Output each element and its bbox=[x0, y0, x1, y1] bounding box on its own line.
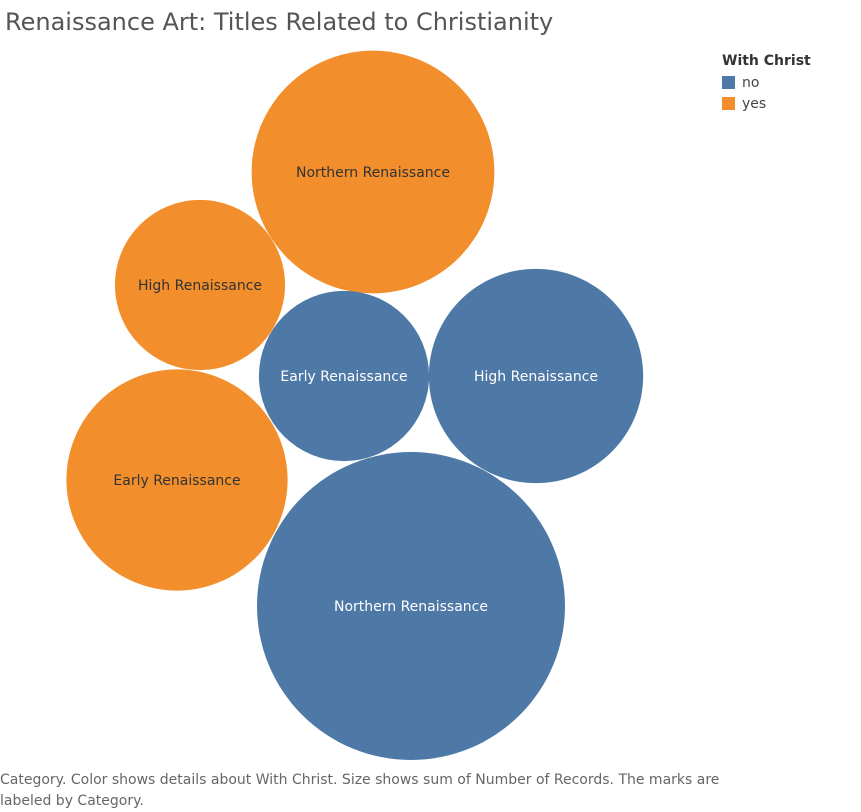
bubble-early-renaissance-no[interactable] bbox=[258, 290, 430, 462]
legend-item-no[interactable]: no bbox=[722, 72, 811, 93]
chart-caption: Category. Color shows details about With… bbox=[0, 772, 720, 809]
bubble-high-renaissance-no[interactable] bbox=[428, 268, 644, 484]
bubble-label-high-renaissance-yes: High Renaissance bbox=[138, 278, 262, 294]
bubble-early-renaissance-yes[interactable] bbox=[66, 369, 288, 591]
bubble-label-high-renaissance-no: High Renaissance bbox=[474, 369, 598, 385]
legend-swatch-yes bbox=[722, 97, 735, 110]
bubble-label-northern-renaissance-no: Northern Renaissance bbox=[334, 599, 488, 615]
bubble-label-early-renaissance-no: Early Renaissance bbox=[280, 369, 407, 385]
legend-label-yes: yes bbox=[742, 95, 767, 112]
legend-swatch-no bbox=[722, 76, 735, 89]
legend-item-yes[interactable]: yes bbox=[722, 93, 811, 114]
legend: With Christ no yes bbox=[722, 53, 811, 114]
legend-title: With Christ bbox=[722, 53, 811, 69]
bubble-label-early-renaissance-yes: Early Renaissance bbox=[113, 473, 240, 489]
bubble-northern-renaissance-yes[interactable] bbox=[251, 50, 495, 294]
legend-label-no: no bbox=[742, 74, 760, 91]
chart-title: Renaissance Art: Titles Related to Chris… bbox=[5, 8, 554, 36]
bubble-high-renaissance-yes[interactable] bbox=[114, 199, 286, 371]
bubble-northern-renaissance-no[interactable] bbox=[257, 452, 565, 760]
bubble-label-northern-renaissance-yes: Northern Renaissance bbox=[296, 165, 450, 181]
